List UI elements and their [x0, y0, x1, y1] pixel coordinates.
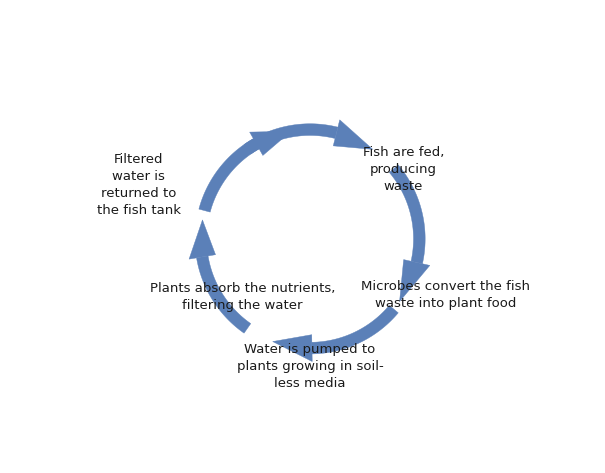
Polygon shape	[250, 131, 291, 156]
Polygon shape	[333, 120, 373, 149]
Polygon shape	[244, 124, 338, 154]
Text: Plants absorb the nutrients,
filtering the water: Plants absorb the nutrients, filtering t…	[150, 282, 335, 312]
Polygon shape	[199, 139, 259, 212]
Text: Water is pumped to
plants growing in soil-
less media: Water is pumped to plants growing in soi…	[237, 343, 384, 390]
Polygon shape	[312, 306, 398, 354]
Polygon shape	[389, 165, 425, 264]
Text: Microbes convert the fish
waste into plant food: Microbes convert the fish waste into pla…	[361, 280, 530, 310]
Polygon shape	[399, 260, 430, 301]
Polygon shape	[273, 335, 312, 361]
Polygon shape	[189, 220, 215, 259]
Polygon shape	[197, 256, 250, 333]
Text: Fish are fed,
producing
waste: Fish are fed, producing waste	[363, 146, 444, 193]
Text: Filtered
water is
returned to
the fish tank: Filtered water is returned to the fish t…	[97, 153, 181, 217]
